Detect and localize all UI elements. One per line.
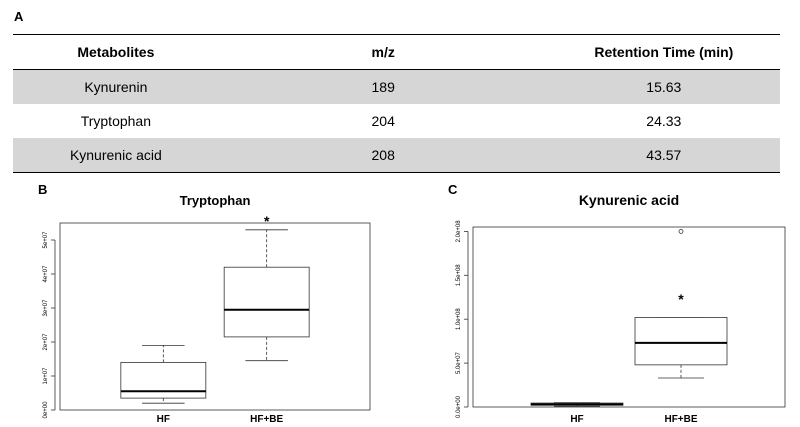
outlier-point — [678, 228, 684, 234]
y-tick-label: 2e+07 — [43, 333, 49, 351]
cell-metabolite: Tryptophan — [80, 113, 152, 129]
header-retention-time: Retention Time (min) — [547, 34, 780, 70]
cell-mz: 208 — [218, 138, 548, 173]
metabolites-table: Metabolites m/z Retention Time (min) Kyn… — [13, 34, 780, 173]
y-tick-label: 5.0e+07 — [456, 352, 462, 375]
y-tick-label: 4e+07 — [43, 265, 49, 283]
x-category-label: HF — [570, 414, 583, 425]
table-header-row: Metabolites m/z Retention Time (min) — [13, 34, 780, 70]
panel-label-b: B — [38, 182, 48, 197]
iqr-box — [120, 361, 207, 399]
x-category-label: HF+BE — [664, 414, 697, 425]
cell-retention-time: 24.33 — [646, 113, 682, 129]
header-metabolites: Metabolites — [13, 34, 219, 70]
y-tick-label: 5e+07 — [43, 231, 49, 249]
header-mz: m/z — [218, 34, 548, 70]
y-tick-label: 0.0e+00 — [456, 395, 462, 418]
table-row: Tryptophan 204 24.33 — [13, 104, 780, 138]
x-category-label: HF+BE — [250, 414, 283, 425]
significance-marker: * — [678, 291, 684, 307]
chart-title: Kynurenic acid — [579, 192, 679, 208]
chart-title: Tryptophan — [180, 193, 251, 208]
cell-metabolite: Kynurenin — [13, 69, 219, 104]
cell-retention-time: 15.63 — [547, 69, 780, 104]
y-tick-label: 3e+07 — [43, 299, 49, 317]
tryptophan-boxplot: Tryptophan 0e+00 1e+07 2e+07 3e+07 4e+07 5e+07… — [43, 193, 371, 425]
y-tick-label: 1e+07 — [43, 367, 49, 385]
cell-mz: 204 — [371, 113, 395, 129]
panel-label-a: A — [14, 9, 24, 24]
y-tick-label: 0e+00 — [43, 401, 49, 419]
y-tick-label: 1.0e+08 — [456, 308, 462, 331]
table-row: Kynurenic acid 208 43.57 — [13, 138, 780, 173]
cell-mz: 189 — [218, 69, 548, 104]
y-tick-label: 1.5e+08 — [456, 264, 462, 287]
x-category-label: HF — [157, 414, 170, 425]
iqr-box — [223, 266, 310, 338]
iqr-box — [634, 317, 728, 366]
cell-metabolite: Kynurenic acid — [13, 138, 219, 173]
cell-retention-time: 43.57 — [547, 138, 780, 173]
table-row: Kynurenin 189 15.63 — [13, 69, 780, 104]
kynurenic-acid-boxplot: Kynurenic acid 0.0e+00 5.0e+07 1.0e+08 1.5e+… — [456, 192, 786, 425]
significance-marker: * — [264, 213, 270, 229]
panel-label-c: C — [448, 182, 458, 197]
plot-frame — [472, 226, 786, 408]
y-tick-label: 2.0e+08 — [456, 220, 462, 243]
plot-frame — [59, 222, 371, 411]
